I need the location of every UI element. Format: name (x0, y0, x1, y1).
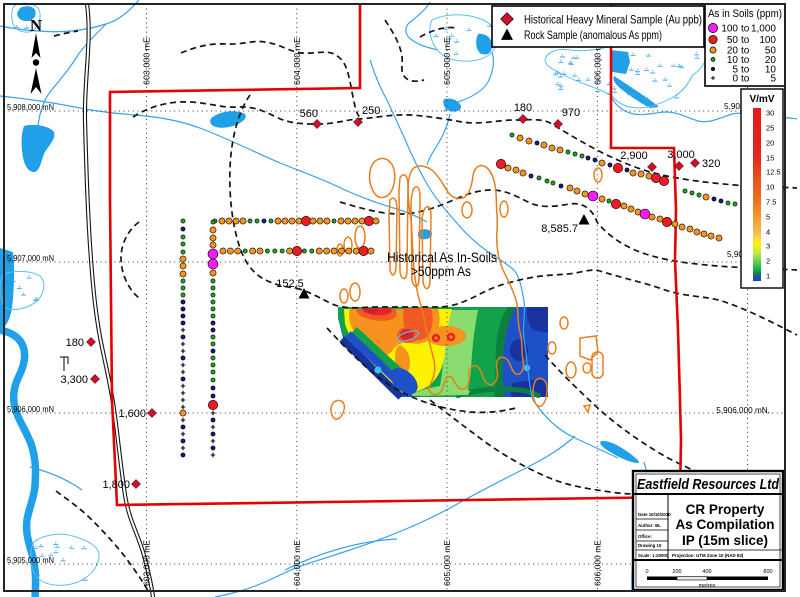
svg-text:5,907,000 mN: 5,907,000 mN (7, 254, 54, 263)
svg-text:Scale: 1:20000: Scale: 1:20000 (638, 553, 669, 558)
svg-text:4: 4 (766, 228, 770, 237)
svg-text:5,906,000 mN: 5,906,000 mN (7, 405, 54, 414)
svg-text:2: 2 (766, 257, 770, 266)
svg-text:603,000 mE: 603,000 mE (143, 36, 152, 85)
svg-text:0: 0 (732, 74, 738, 85)
svg-text:5,906,000 mN.: 5,906,000 mN. (716, 406, 770, 415)
svg-text:to: to (741, 24, 750, 35)
svg-text:15: 15 (766, 154, 774, 163)
svg-text:1,600: 1,600 (118, 408, 146, 420)
svg-text:0: 0 (645, 569, 648, 575)
svg-text:50: 50 (727, 35, 739, 46)
svg-text:N: N (30, 16, 43, 35)
svg-text:800: 800 (763, 569, 772, 575)
svg-text:As in Soils (ppm): As in Soils (ppm) (708, 8, 782, 20)
svg-text:560: 560 (300, 108, 318, 120)
svg-text:10: 10 (727, 55, 739, 66)
svg-text:30: 30 (766, 109, 774, 118)
svg-text:20: 20 (765, 55, 777, 66)
svg-text:Eastfield Resources Ltd: Eastfield Resources Ltd (637, 477, 780, 493)
svg-text:180: 180 (514, 102, 532, 114)
svg-text:to: to (741, 65, 750, 76)
svg-text:V/mV: V/mV (749, 94, 774, 105)
svg-text:3: 3 (766, 242, 770, 251)
svg-text:8,585.7: 8,585.7 (541, 223, 578, 235)
svg-text:20: 20 (727, 46, 739, 57)
svg-text:Office:: Office: (638, 534, 652, 539)
svg-text:Author: BL: Author: BL (638, 523, 661, 528)
svg-text:10: 10 (765, 65, 777, 76)
svg-text:100: 100 (759, 35, 776, 46)
svg-text:Historical Heavy Mineral Sampl: Historical Heavy Mineral Sample (Au ppb) (524, 13, 702, 27)
svg-text:100: 100 (721, 24, 738, 35)
svg-text:>50ppm As: >50ppm As (411, 264, 471, 279)
svg-text:to: to (741, 46, 750, 57)
svg-text:metres: metres (699, 583, 716, 589)
svg-text:Rock Sample (anomalous As ppm): Rock Sample (anomalous As ppm) (524, 28, 662, 42)
svg-text:1,000: 1,000 (751, 24, 776, 35)
svg-text:Drawing 10: Drawing 10 (638, 543, 662, 548)
svg-text:to: to (741, 55, 750, 66)
svg-text:Historical As In-Soils: Historical As In-Soils (387, 250, 497, 265)
svg-text:10: 10 (766, 183, 774, 192)
svg-text:970: 970 (562, 107, 580, 119)
svg-text:25: 25 (766, 124, 774, 133)
svg-text:to: to (741, 74, 750, 85)
svg-text:20: 20 (766, 139, 774, 148)
svg-text:7.5: 7.5 (766, 198, 776, 207)
svg-text:320: 320 (702, 158, 720, 170)
svg-text:5,905,000 mN: 5,905,000 mN (7, 556, 54, 565)
svg-text:1: 1 (766, 272, 770, 281)
svg-text:5: 5 (766, 213, 770, 222)
svg-text:606,000 mE: 606,000 mE (593, 539, 602, 586)
svg-text:250: 250 (362, 105, 380, 117)
svg-text:5: 5 (770, 74, 776, 85)
svg-text:CR Property: CR Property (686, 502, 765, 517)
svg-text:Date 10/10/2010: Date 10/10/2010 (638, 512, 671, 517)
svg-text:180: 180 (66, 337, 84, 349)
svg-text:152.5: 152.5 (276, 278, 304, 290)
svg-text:12.5: 12.5 (766, 168, 781, 177)
svg-text:603,000 mE: 603,000 mE (143, 539, 152, 586)
svg-text:400: 400 (702, 569, 711, 575)
svg-text:200: 200 (672, 569, 681, 575)
svg-text:to: to (741, 35, 750, 46)
svg-text:604,000 mE: 604,000 mE (293, 36, 302, 85)
svg-text:As Compilation: As Compilation (675, 517, 774, 532)
svg-text:3,300: 3,300 (60, 374, 88, 386)
svg-text:604,000 mE: 604,000 mE (293, 539, 302, 586)
svg-text:3,000: 3,000 (667, 149, 695, 161)
svg-text:IP (15m slice): IP (15m slice) (682, 533, 768, 548)
svg-text:606,000 mE: 606,000 mE (593, 36, 602, 85)
svg-text:605,000 mE: 605,000 mE (443, 36, 452, 85)
svg-text:1,800: 1,800 (102, 479, 130, 491)
svg-text:50: 50 (765, 46, 777, 57)
svg-text:5,908,000 mN: 5,908,000 mN (7, 103, 54, 112)
svg-text:605,000 mE: 605,000 mE (443, 539, 452, 586)
svg-text:5: 5 (732, 65, 738, 76)
svg-text:2,900: 2,900 (620, 150, 648, 162)
svg-text:Projection: UTM Zone 10 (NAD 8: Projection: UTM Zone 10 (NAD 83) (672, 553, 744, 558)
